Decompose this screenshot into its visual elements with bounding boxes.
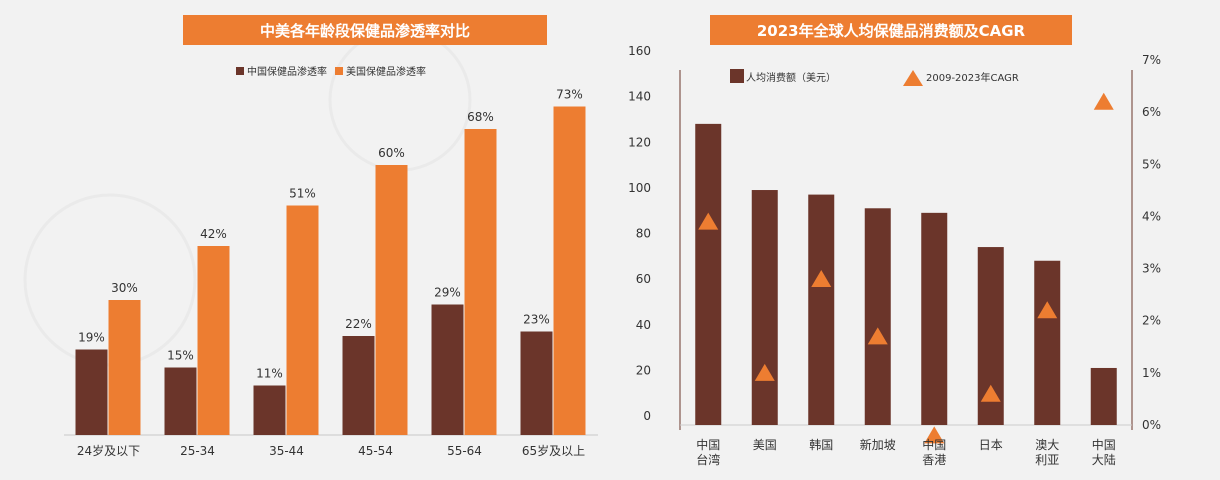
usa-bar-3 bbox=[375, 165, 408, 435]
left-x-tick-5: 65岁及以上 bbox=[522, 443, 585, 458]
spend-bar-3 bbox=[864, 208, 891, 425]
cagr-marker-1 bbox=[754, 363, 775, 381]
usa-label-5: 73% bbox=[556, 88, 583, 102]
usa-bar-5 bbox=[553, 106, 586, 435]
left-chart: 19% 30% 24岁及以下 15% 42% 25-34 11% 51% 35-44 22% 60%… bbox=[64, 88, 598, 458]
left-y-tick-3: 60 bbox=[636, 272, 651, 286]
spend-bar-1 bbox=[751, 190, 778, 425]
china-label-2: 11% bbox=[256, 367, 283, 381]
spend-bar-0 bbox=[695, 123, 722, 425]
china-label-3: 22% bbox=[345, 317, 372, 331]
right-y-tick-5: 5% bbox=[1142, 157, 1161, 171]
china-label-5: 23% bbox=[523, 313, 550, 327]
cagr-marker-7 bbox=[1093, 92, 1114, 110]
legend-label-spend: 人均消费额（美元） bbox=[746, 71, 836, 84]
left-title-banner: 中美各年龄段保健品渗透率对比 bbox=[183, 15, 547, 45]
usa-label-1: 42% bbox=[200, 227, 227, 241]
spend-bar-2 bbox=[808, 194, 835, 425]
right-title-bg bbox=[710, 15, 1072, 45]
legend-label-usa: 美国保健品渗透率 bbox=[346, 65, 426, 78]
cagr-marker-5 bbox=[980, 384, 1001, 402]
china-bar-2 bbox=[253, 385, 286, 435]
right-y-tick-1: 1% bbox=[1142, 366, 1161, 380]
left-x-tick-4: 55-64 bbox=[447, 444, 482, 458]
cagr-marker-3 bbox=[867, 327, 888, 345]
china-label-4: 29% bbox=[434, 286, 461, 300]
usa-bar-0 bbox=[108, 300, 141, 435]
legend-label-china: 中国保健品渗透率 bbox=[247, 65, 327, 78]
usa-label-0: 30% bbox=[111, 281, 138, 295]
usa-label-4: 68% bbox=[467, 110, 494, 124]
usa-bar-2 bbox=[286, 205, 319, 435]
usa-bar-1 bbox=[197, 246, 230, 435]
usa-label-3: 60% bbox=[378, 146, 405, 160]
right-x-tick-2: 韩国 bbox=[809, 437, 833, 452]
right-y-tick-6: 6% bbox=[1142, 105, 1161, 119]
right-y-tick-2: 2% bbox=[1142, 314, 1161, 328]
china-bar-1 bbox=[164, 367, 197, 435]
usa-bar-4 bbox=[464, 129, 497, 435]
right-y-tick-3: 3% bbox=[1142, 262, 1161, 276]
usa-label-2: 51% bbox=[289, 187, 316, 201]
china-label-1: 15% bbox=[167, 349, 194, 363]
china-bar-5 bbox=[520, 331, 553, 435]
spend-bar-6 bbox=[1034, 260, 1061, 425]
left-x-tick-2: 35-44 bbox=[269, 444, 304, 458]
left-y-tick-5: 100 bbox=[628, 181, 651, 195]
left-chart-title: 中美各年龄段保健品渗透率对比 bbox=[260, 22, 470, 40]
right-x-tick-6: 澳大利亚 bbox=[1035, 438, 1059, 467]
right-y-tick-7: 7% bbox=[1142, 53, 1161, 67]
left-y-tick-7: 140 bbox=[628, 90, 651, 104]
cagr-marker-6 bbox=[1037, 301, 1058, 319]
left-legend: 中国保健品渗透率 美国保健品渗透率 bbox=[236, 65, 426, 78]
right-x-tick-3: 新加坡 bbox=[860, 437, 896, 452]
right-title-banner: 2023年全球人均保健品消费额及CAGR bbox=[710, 15, 1072, 45]
china-bar-3 bbox=[342, 336, 375, 435]
china-bar-4 bbox=[431, 304, 464, 435]
left-x-tick-3: 45-54 bbox=[358, 444, 393, 458]
left-y-tick-2: 40 bbox=[636, 318, 651, 332]
china-bar-0 bbox=[75, 349, 108, 435]
legend-label-cagr: 2009-2023年CAGR bbox=[926, 71, 1019, 84]
right-y-tick-0: 0% bbox=[1142, 418, 1161, 432]
left-x-tick-0: 24岁及以下 bbox=[77, 443, 140, 458]
left-y-tick-1: 20 bbox=[636, 363, 651, 377]
right-y-tick-4: 4% bbox=[1142, 209, 1161, 223]
china-label-0: 19% bbox=[78, 331, 105, 345]
right-legend: 人均消费额（美元） 2009-2023年CAGR bbox=[730, 69, 1019, 86]
left-x-tick-1: 25-34 bbox=[180, 444, 215, 458]
right-x-tick-5: 日本 bbox=[979, 438, 1003, 452]
spend-bar-7 bbox=[1090, 367, 1117, 425]
left-y-tick-4: 80 bbox=[636, 227, 651, 241]
left-y-tick-8: 160 bbox=[628, 44, 651, 58]
left-y-tick-6: 120 bbox=[628, 135, 651, 149]
spend-bar-4 bbox=[921, 212, 948, 425]
right-x-tick-7: 中国大陆 bbox=[1092, 437, 1116, 467]
right-x-tick-0: 中国台湾 bbox=[696, 437, 720, 467]
right-chart-title: 2023年全球人均保健品消费额及CAGR bbox=[757, 22, 1026, 40]
left-title-bg bbox=[183, 15, 547, 45]
legend-swatch-china bbox=[236, 67, 244, 75]
right-x-tick-1: 美国 bbox=[753, 438, 777, 452]
legend-swatch-usa bbox=[335, 67, 343, 75]
cagr-marker-0 bbox=[698, 212, 719, 230]
cagr-marker-4 bbox=[924, 426, 945, 444]
right-x-tick-4: 中国香港 bbox=[922, 437, 946, 467]
legend-swatch-spend bbox=[730, 69, 744, 83]
right-chart: 0 20 40 60 80 100 120 140 160 0% 1% 2% 3% 4% 5% 6% 7% 中国台… bbox=[628, 44, 1161, 467]
cagr-marker-2 bbox=[811, 270, 832, 287]
left-y-tick-0: 0 bbox=[643, 409, 651, 423]
legend-marker-cagr bbox=[903, 70, 923, 86]
